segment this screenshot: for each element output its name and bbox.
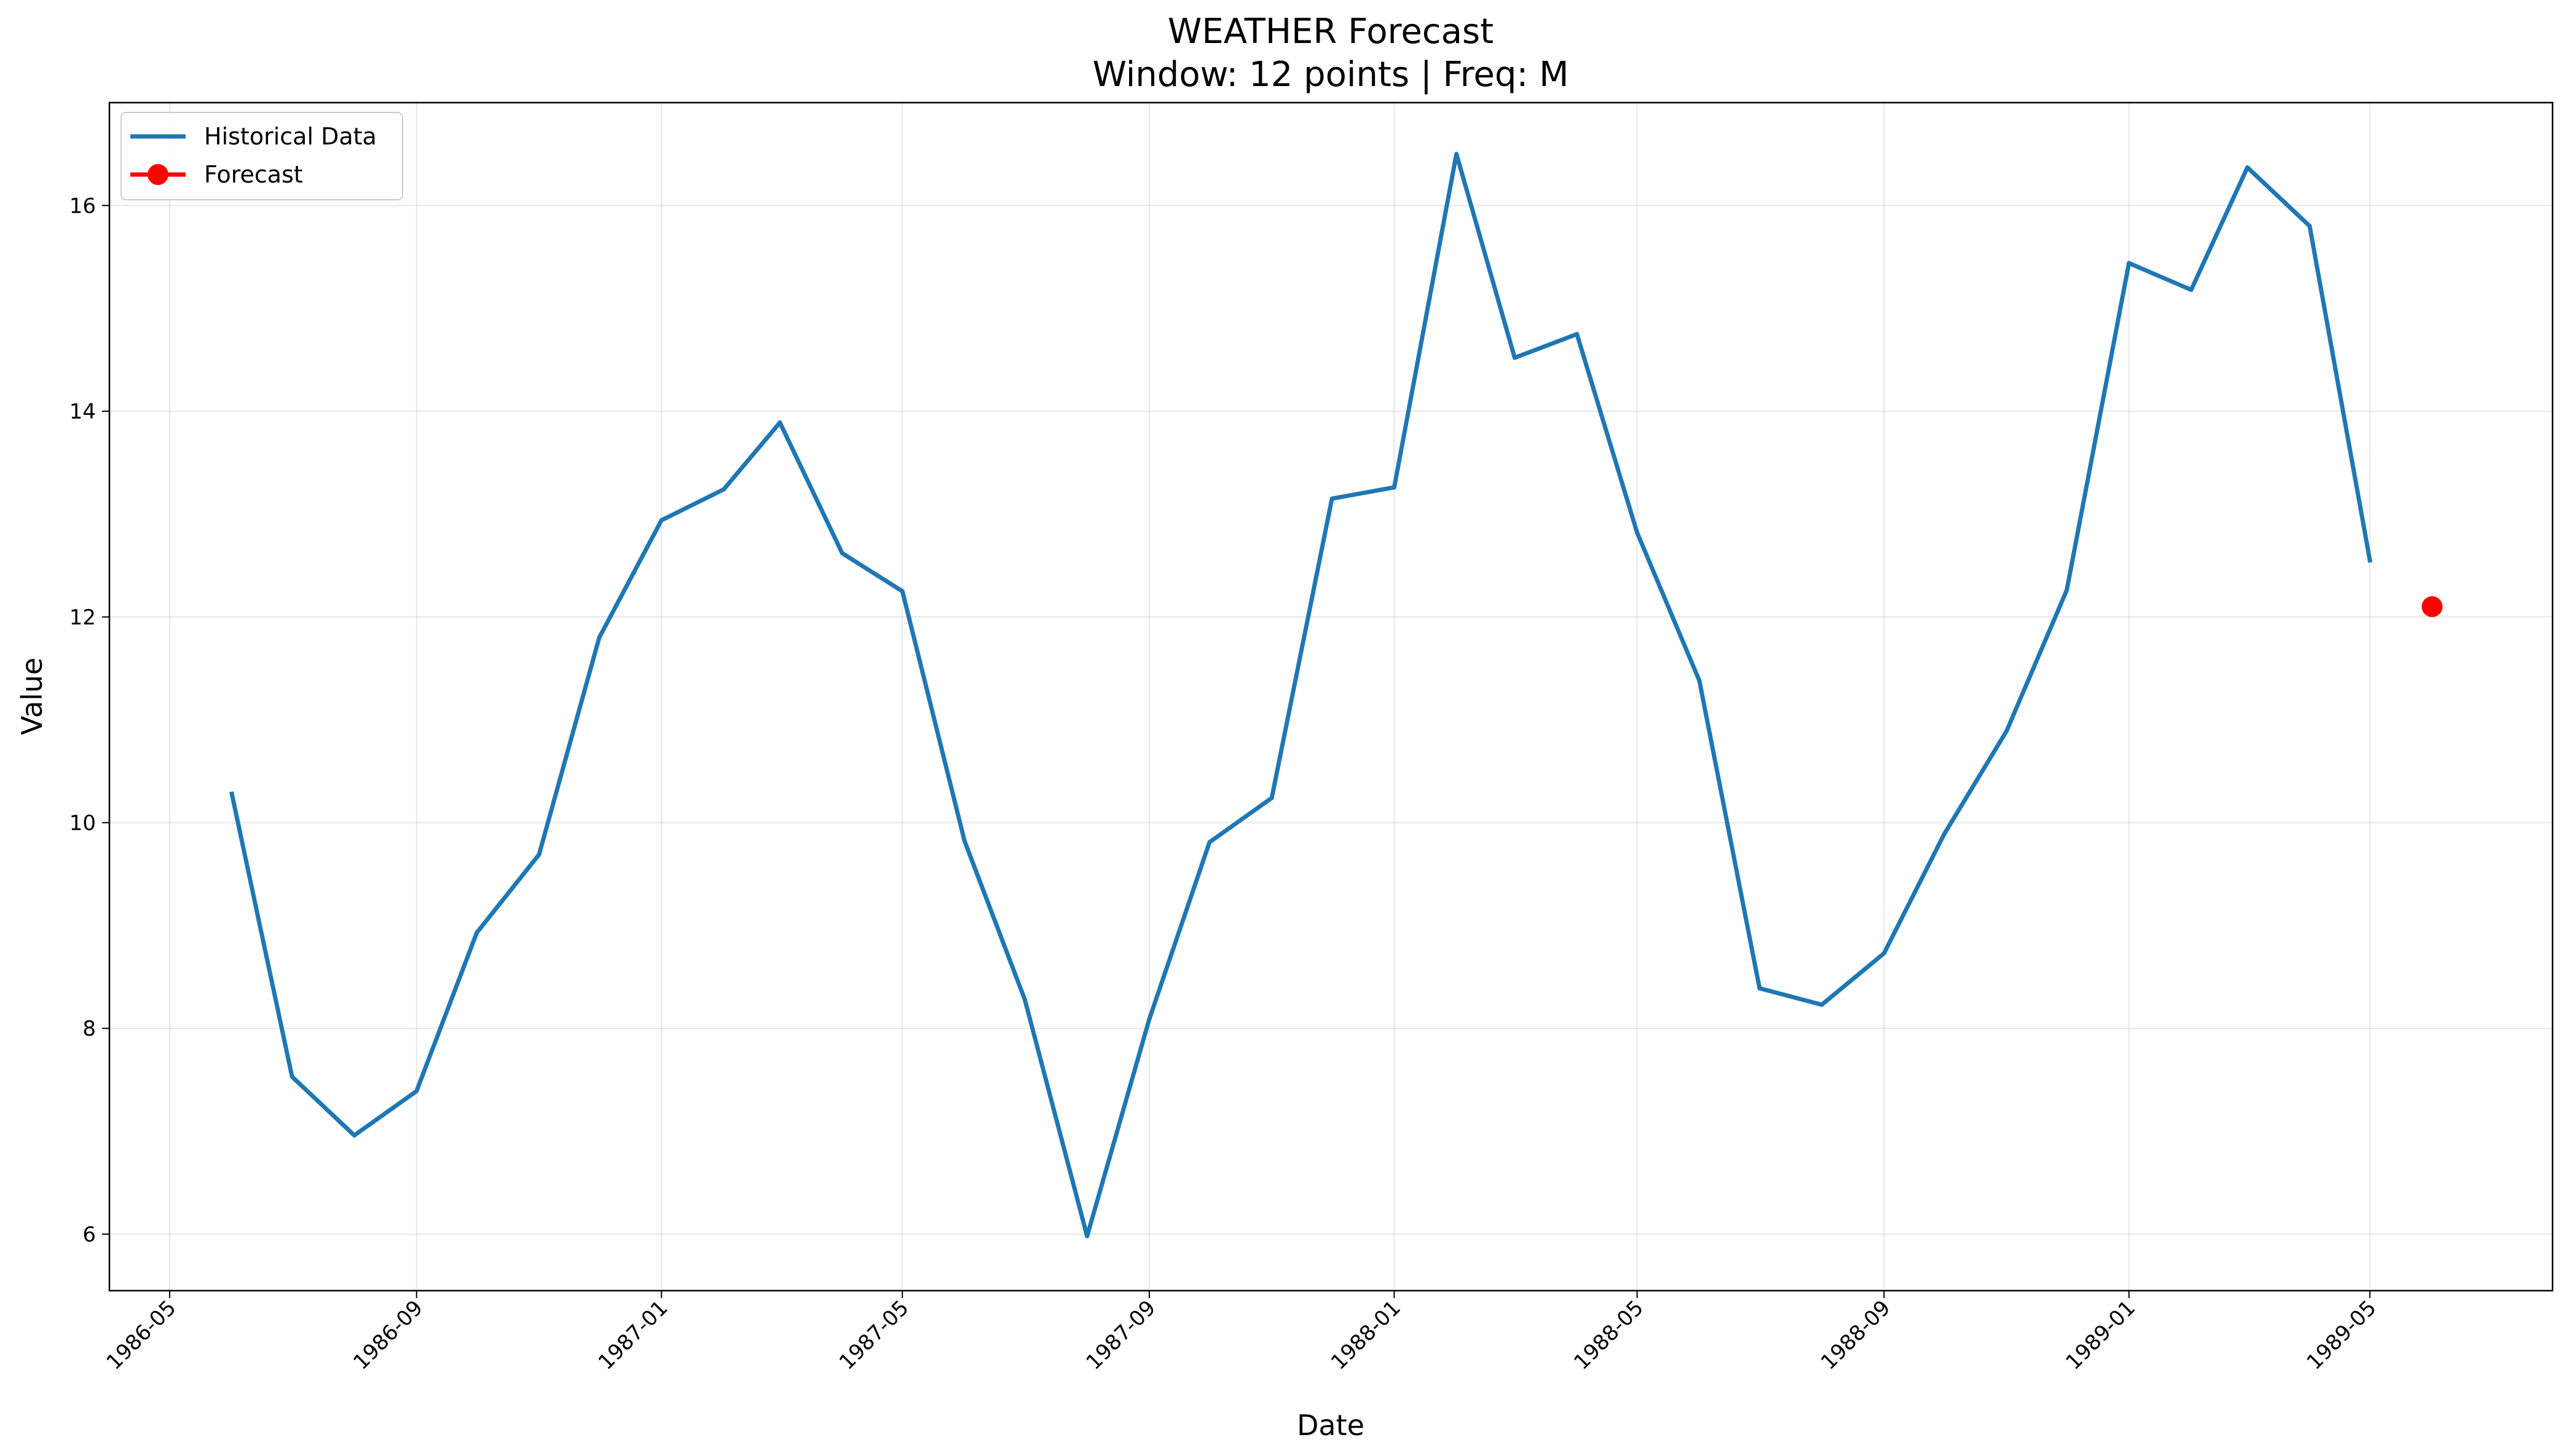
historical-data-point [229,792,234,797]
chart-subtitle: Window: 12 points | Freq: M [1093,55,1569,95]
y-axis-ticks: 6 8 10 12 14 16 [69,194,109,1247]
historical-data-point [2189,288,2194,293]
historical-data-line [229,152,2372,1238]
historical-data-point [2307,224,2312,229]
x-axis-label: Date [1297,1409,1364,1442]
plot-series [229,152,2443,1238]
historical-data-point [1454,152,1459,157]
chart-title: WEATHER Forecast [1168,12,1494,52]
historical-data-point [962,839,967,844]
historical-data-point [1085,1234,1090,1238]
historical-data-point [1575,332,1580,337]
forecast-point [2422,596,2443,618]
historical-data-point [2368,558,2372,563]
historical-data-point [900,589,905,594]
y-tick-label: 6 [82,1222,96,1247]
historical-data-point [1635,530,1640,535]
historical-data-point [474,931,479,935]
y-tick-label: 8 [82,1017,96,1041]
historical-data-point [1757,986,1762,991]
y-tick-label: 14 [69,399,96,424]
historical-data-point [2245,165,2250,170]
legend-box [120,112,403,200]
historical-data-point [1881,951,1886,956]
grid-lines [109,103,2553,1291]
legend-forecast-marker [148,164,168,185]
historical-data-point [778,420,782,425]
historical-data-point [2127,261,2132,266]
historical-data-point [1392,485,1396,490]
historical-data-point [1269,795,1274,800]
historical-data-point [2004,729,2009,734]
historical-data-point [840,551,844,556]
y-axis-label: Value [15,658,49,735]
legend: Historical Data Forecast [120,112,403,200]
historical-data-point [1022,997,1027,1002]
plot-area-frame [108,101,2554,1292]
y-tick-label: 12 [69,605,96,630]
historical-data-point [1942,832,1947,836]
historical-data-point [352,1133,356,1138]
historical-data-point [1697,679,1702,683]
historical-data-point [1329,496,1334,501]
historical-data-point [659,517,664,522]
historical-data-point [1819,1002,1824,1007]
historical-data-point [537,852,541,857]
legend-historical-label: Historical Data [204,123,377,150]
historical-data-point [721,487,726,492]
historical-data-point [414,1088,419,1093]
historical-data-point [1207,840,1212,844]
historical-data-point [2065,588,2069,592]
historical-data-point [1512,355,1517,360]
historical-data-point [597,635,602,640]
historical-data-point [289,1074,294,1079]
historical-data-point [1147,1017,1152,1021]
y-tick-label: 16 [69,194,96,218]
legend-forecast-label: Forecast [204,161,303,188]
y-tick-label: 10 [69,811,96,836]
